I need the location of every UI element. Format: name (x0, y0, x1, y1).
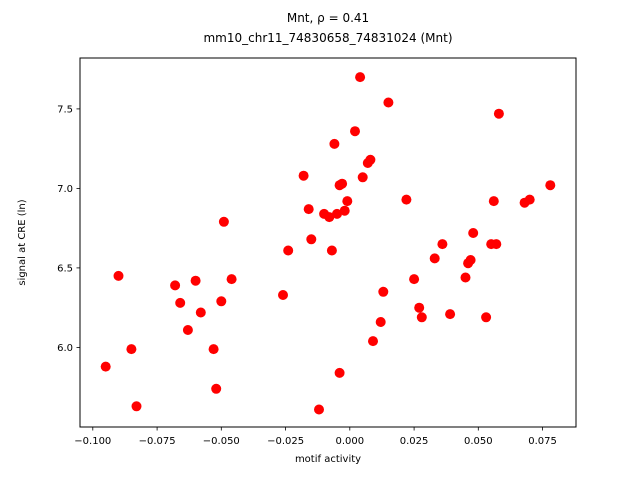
x-tick-label: 0.025 (400, 436, 429, 447)
scatter-point (195, 307, 206, 318)
scatter-point (365, 154, 376, 165)
scatter-point (226, 274, 237, 285)
scatter-point (126, 344, 137, 355)
scatter-point (342, 196, 353, 207)
scatter-point (113, 270, 124, 281)
scatter-point (182, 325, 193, 335)
scatter-point (324, 212, 335, 223)
y-tick-label: 6.0 (57, 343, 73, 354)
scatter-point (216, 296, 227, 307)
x-tick-label: 0.050 (464, 436, 493, 447)
scatter-point (303, 204, 314, 215)
plot-border (79, 57, 577, 428)
scatter-point (211, 383, 222, 394)
scatter-point (278, 290, 288, 300)
scatter-point (481, 312, 492, 323)
scatter-point (493, 108, 504, 119)
scatter-point (218, 216, 229, 227)
scatter-point (355, 72, 366, 83)
x-tick-label: 0.000 (335, 436, 364, 447)
scatter-point (378, 286, 389, 297)
scatter-point (306, 234, 317, 245)
scatter-point (429, 253, 440, 264)
scatter-point (314, 404, 324, 415)
y-tick-label: 6.5 (57, 263, 73, 274)
scatter-point (445, 309, 456, 320)
scatter-point (190, 275, 201, 286)
scatter-point (208, 344, 219, 355)
scatter-point (524, 194, 535, 205)
y-tick-label: 7.0 (57, 184, 73, 195)
chart-title-line2: mm10_chr11_74830658_74831024 (Mnt) (203, 31, 452, 45)
scatter-point (414, 302, 425, 313)
scatter-point (488, 196, 499, 207)
x-tick-label: −0.075 (139, 436, 176, 447)
x-tick-label: −0.050 (203, 436, 240, 447)
scatter-point (383, 97, 394, 108)
axes-group (76, 57, 577, 431)
scatter-point (329, 138, 340, 149)
scatter-point (334, 367, 345, 378)
scatter-point (460, 272, 471, 283)
scatter-point (437, 239, 448, 250)
scatter-point (131, 401, 142, 412)
scatter-point (326, 245, 337, 256)
scatter-point (175, 297, 186, 308)
x-tick-label: −0.100 (74, 436, 111, 447)
scatter-point (298, 170, 309, 181)
scatter-point (339, 205, 350, 216)
scatter-point (350, 126, 360, 137)
scatter-point (368, 336, 378, 347)
scatter-point (337, 178, 348, 189)
y-axis-label: signal at CRE (ln) (17, 199, 28, 285)
scatter-point (465, 255, 476, 265)
x-tick-label: 0.075 (528, 436, 557, 447)
scatter-point (416, 312, 427, 323)
scatter-point (170, 280, 181, 291)
x-tick-label: −0.025 (267, 436, 304, 447)
scatter-point (375, 317, 386, 327)
scatter-point (468, 228, 479, 238)
scatter-points-group (100, 72, 556, 415)
scatter-point (401, 194, 412, 205)
scatter-point (332, 208, 342, 219)
chart-text-group: −0.100 −0.075 −0.050 −0.025 0.000 0.025 0.050 0… (17, 11, 557, 465)
scatter-point (491, 239, 502, 250)
scatter-point (409, 274, 420, 285)
scatter-point (283, 245, 294, 256)
y-tick-label: 7.5 (57, 104, 73, 115)
chart-title-line1: Mnt, ρ = 0.41 (287, 11, 369, 25)
scatter-point (357, 172, 368, 183)
scatter-point (100, 361, 111, 372)
x-axis-label: motif activity (295, 454, 361, 465)
scatter-point (545, 180, 556, 191)
